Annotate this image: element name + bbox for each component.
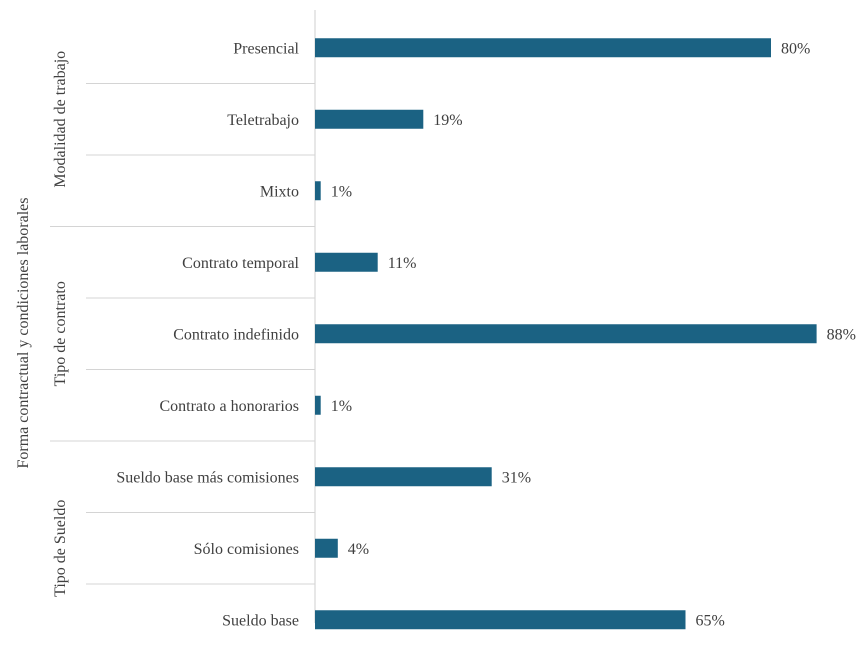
category-label: Teletrabajo bbox=[227, 112, 299, 129]
bar bbox=[315, 38, 771, 58]
category-label: Contrato temporal bbox=[182, 255, 299, 272]
value-label: 1% bbox=[331, 398, 352, 415]
bar bbox=[315, 109, 424, 129]
value-label: 11% bbox=[388, 255, 417, 272]
value-label: 19% bbox=[433, 112, 462, 129]
value-label: 65% bbox=[696, 612, 725, 629]
group-label: Tipo de Sueldo bbox=[52, 500, 69, 597]
category-label: Sueldo base bbox=[222, 612, 299, 629]
bar bbox=[315, 467, 492, 487]
value-label: 80% bbox=[781, 40, 810, 57]
bar bbox=[315, 181, 321, 201]
y-axis-title: Forma contractual y condiciones laborale… bbox=[15, 197, 32, 468]
category-label: Mixto bbox=[260, 183, 299, 200]
category-label: Contrato a honorarios bbox=[159, 398, 299, 415]
group-label: Tipo de contrato bbox=[52, 281, 69, 386]
value-label: 88% bbox=[827, 326, 856, 343]
value-label: 4% bbox=[348, 541, 369, 558]
category-label: Contrato indefinido bbox=[173, 326, 299, 343]
group-label: Modalidad de trabajo bbox=[52, 51, 69, 188]
chart-marks: Presencial 80% Teletrabajo 19% Mixto 1% Modali… bbox=[50, 38, 856, 630]
bar bbox=[315, 324, 817, 344]
category-label: Sólo comisiones bbox=[194, 541, 299, 558]
category-label: Sueldo base más comisiones bbox=[116, 469, 299, 486]
value-label: 1% bbox=[331, 183, 352, 200]
bar bbox=[315, 252, 378, 272]
value-label: 31% bbox=[502, 469, 531, 486]
category-label: Presencial bbox=[233, 40, 299, 57]
bar bbox=[315, 610, 686, 630]
bar bbox=[315, 538, 338, 558]
bar bbox=[315, 395, 321, 415]
